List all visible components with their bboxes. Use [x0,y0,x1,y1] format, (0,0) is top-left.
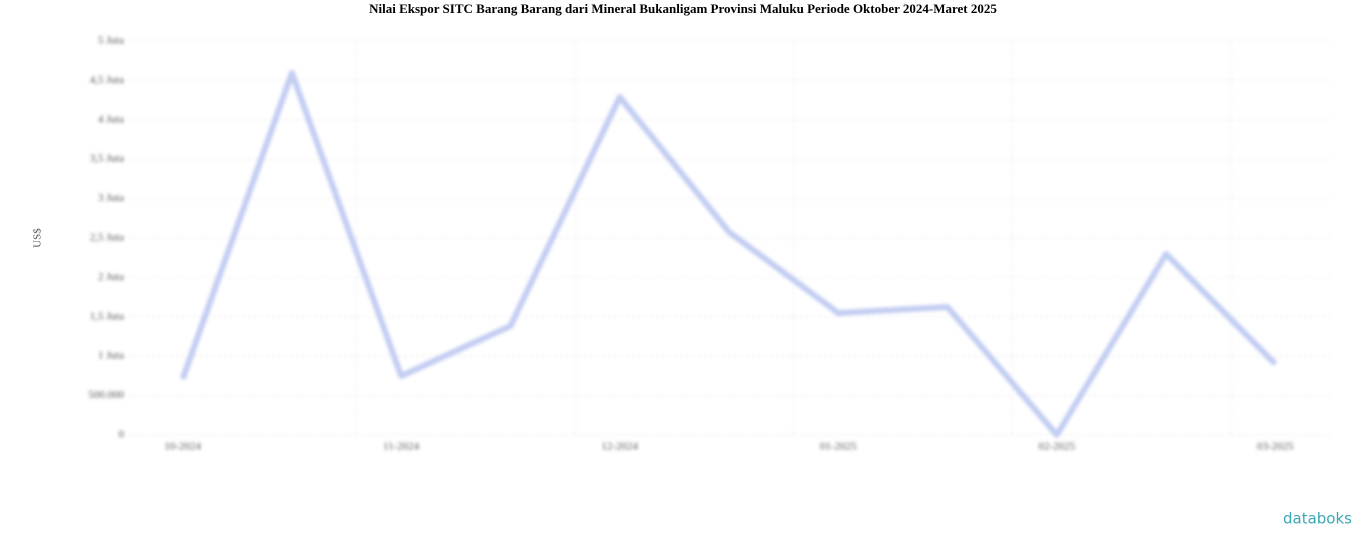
y-axis-label: US$ [32,228,44,248]
plot-area: 0 500.000 1 Juta 1,5 Juta 2 Juta 2,5 Juta 3 Ju… [88,35,1330,453]
y-tick-label: 3,5 Juta [90,153,124,165]
y-tick-label: 2,5 Juta [90,232,124,244]
y-tick-label: 5 Juta [98,35,124,47]
y-tick-label: 4 Juta [98,113,124,125]
x-tick-label: 03-2025 [1257,441,1294,453]
y-tick-label: 0 [119,429,125,441]
x-tick-label: 12-2024 [601,441,638,453]
y-tick-label: 2 Juta [98,271,124,283]
x-tick-label: 01-2025 [820,441,857,453]
chart-title: Nilai Ekspor SITC Barang Barang dari Min… [369,1,997,16]
y-tick-label: 4,5 Juta [90,74,124,86]
x-tick-label: 02-2025 [1038,441,1075,453]
y-tick-label: 500.000 [88,389,124,401]
x-tick-label: 10-2024 [164,441,201,453]
line-series [179,69,1278,438]
brand-logo: databoks [1283,510,1352,528]
y-tick-label: 3 Juta [98,192,124,204]
y-tick-label: 1 Juta [98,350,124,362]
y-tick-label: 1,5 Juta [90,310,124,322]
x-tick-label: 11-2024 [383,441,420,453]
